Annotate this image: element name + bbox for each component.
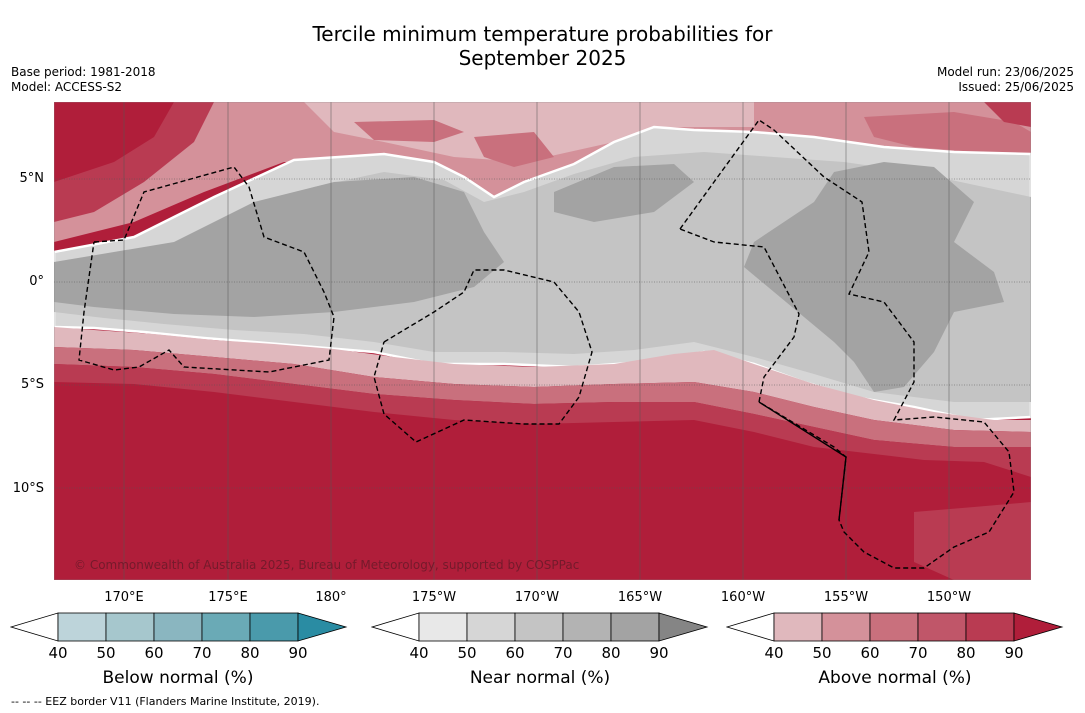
colorbar-segment	[514, 612, 564, 642]
lon-label: 170°W	[514, 590, 560, 605]
meta-left: Base period: 1981-2018 Model: ACCESS-S2	[11, 65, 156, 95]
colorbar-segment	[466, 612, 516, 642]
colorbar-segment	[965, 612, 1015, 642]
colorbar-tick-label: 40	[409, 644, 429, 662]
colorbar-segment	[610, 612, 660, 642]
colorbar-tick-label: 50	[96, 644, 116, 662]
colorbar-tick-label: 60	[144, 644, 164, 662]
colorbar-tick-label: 40	[764, 644, 784, 662]
lon-label: 160°W	[720, 590, 766, 605]
colorbar-segment	[249, 612, 299, 642]
above-normal-southeast-patch	[914, 502, 1031, 580]
model-run: Model run: 23/06/2025	[936, 65, 1074, 79]
colorbar-tick-label: 90	[649, 644, 669, 662]
colorbar-extend-high	[1013, 612, 1064, 642]
meta-right: Model run: 23/06/2025 Issued: 25/06/2025	[937, 65, 1074, 95]
colorbar-tick-label: 80	[240, 644, 260, 662]
probability-map	[54, 102, 1031, 580]
lon-label: 170°E	[104, 590, 144, 605]
colorbar-segment	[821, 612, 871, 642]
above-normal-south-dark	[54, 364, 1031, 477]
colorbar-tick-label: 50	[812, 644, 832, 662]
title-line-2: September 2025	[458, 46, 627, 70]
colorbar-tick-label: 90	[288, 644, 308, 662]
colorbar-segment	[57, 612, 107, 642]
lon-label: 150°W	[926, 590, 972, 605]
graticule	[54, 178, 1031, 489]
colorbar-extend-low	[371, 612, 420, 642]
eez-solid-segment	[758, 401, 847, 521]
lat-label-5n: 5°N	[19, 171, 45, 186]
colorbar-segment	[201, 612, 251, 642]
eez-borders	[78, 119, 1015, 569]
lon-label: 165°W	[617, 590, 663, 605]
lon-label: 180°	[315, 590, 347, 605]
base-period: Base period: 1981-2018	[11, 65, 156, 79]
colorbar-tick-label: 80	[956, 644, 976, 662]
colorbar-tick-label: 40	[48, 644, 68, 662]
colorbar-extend-high	[297, 612, 348, 642]
above-normal-south-light	[54, 327, 1031, 432]
eez-footnote: -- -- -- EEZ border V11 (Flanders Marine…	[11, 695, 320, 708]
colorbar-segment	[869, 612, 919, 642]
colorbar-title-above: Above normal (%)	[818, 668, 972, 688]
lat-label-10s: 10°S	[12, 481, 44, 496]
colorbar-segment	[917, 612, 967, 642]
colorbar-above-normal	[726, 612, 1064, 642]
colorbar-tick-label: 70	[908, 644, 928, 662]
lon-label: 175°E	[208, 590, 248, 605]
colorbar-segment	[773, 612, 823, 642]
colorbar-tick-label: 60	[860, 644, 880, 662]
near-normal-dark-core	[54, 162, 1004, 392]
colorbar-extend-low	[10, 612, 59, 642]
above-normal-northeast-dark	[984, 102, 1031, 127]
colorbar-tick-label: 90	[1004, 644, 1024, 662]
colorbar-tick-label: 70	[192, 644, 212, 662]
colorbar-tick-label: 70	[553, 644, 573, 662]
model-name: Model: ACCESS-S2	[11, 80, 123, 94]
copyright-text: © Commonwealth of Australia 2025, Bureau…	[74, 558, 580, 572]
colorbar-segment	[105, 612, 155, 642]
lon-label: 155°W	[823, 590, 869, 605]
colorbar-near-normal	[371, 612, 709, 642]
colorbar-below-normal	[10, 612, 348, 642]
colorbar-tick-label: 50	[457, 644, 477, 662]
colorbar-extend-high	[658, 612, 709, 642]
above-normal-north-mid	[354, 112, 1031, 167]
colorbar-title-below: Below normal (%)	[102, 668, 254, 688]
meridians	[123, 102, 950, 580]
above-normal-north-light	[304, 102, 754, 162]
colorbar-segment	[153, 612, 203, 642]
colorbar-extend-low	[726, 612, 775, 642]
colorbar-tick-label: 60	[505, 644, 525, 662]
title-line-1: Tercile minimum temperature probabilitie…	[312, 22, 773, 46]
colorbar-tick-label: 80	[601, 644, 621, 662]
lon-label: 175°W	[411, 590, 457, 605]
colorbar-title-near: Near normal (%)	[469, 668, 611, 688]
lat-label-0: 0°	[29, 274, 44, 289]
lat-label-5s: 5°S	[20, 377, 44, 392]
map-title: Tercile minimum temperature probabilitie…	[0, 22, 1085, 70]
colorbar-segment	[418, 612, 468, 642]
above-normal-south-mid	[54, 347, 1031, 447]
colorbar-segment	[562, 612, 612, 642]
above-normal-northwest-strong	[54, 102, 174, 182]
issued-date: Issued: 25/06/2025	[958, 80, 1074, 94]
